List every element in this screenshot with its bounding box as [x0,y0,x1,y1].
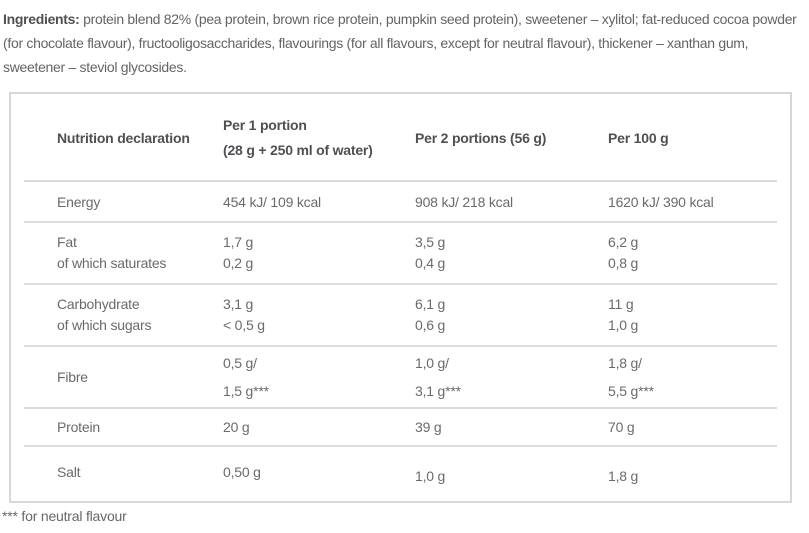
fibre-per1: 0,5 g/ 1,5 g*** [223,349,415,405]
row-label: Salt [57,463,81,480]
cell-line: 3,5 g [415,234,446,250]
table-row-fat: Fat of which saturates 1,7 g 0,2 g 3,5 g… [11,221,790,284]
cell-line: 1,0 g/ [415,355,449,371]
header-per-1-portion-line1: Per 1 portion [223,116,307,133]
cell-line: 0,8 g [608,255,639,271]
carbohydrate-label: Carbohydrate [57,296,140,312]
cell-line: 1,8 g/ [608,355,642,371]
cell-line: 3,1 g [223,296,254,312]
table-row-energy: Energy 454 kJ/ 109 kcal 908 kJ/ 218 kcal… [11,180,790,222]
table-row-protein: Protein 20 g 39 g 70 g [11,407,790,446]
ingredients-paragraph: Ingredients: protein blend 82% (pea prot… [3,7,804,79]
row-label: Fat of which saturates [57,232,223,274]
header-per-100g: Per 100 g [608,129,669,146]
header-nutrition-declaration: Nutrition declaration [57,129,190,146]
cell-line: 0,5 g/ [223,355,257,371]
footnote: *** for neutral flavour [2,508,127,524]
fat-saturates-label: of which saturates [57,255,167,271]
fibre-label: Fibre [57,369,88,385]
energy-per2: 908 kJ/ 218 kcal [415,193,513,210]
fat-label: Fat [57,234,77,250]
cell-line: 1,0 g [608,317,639,333]
table-header-row: Nutrition declaration Per 1 portion (28 … [11,94,790,181]
fat-per2: 3,5 g 0,4 g [415,232,608,274]
table-row-salt: Salt 0,50 g 1,0 g 1,8 g [11,445,790,497]
carbohydrate-per2: 6,1 g 0,6 g [415,294,608,336]
cell-line: 0,4 g [415,255,446,271]
salt-per1: 0,50 g [223,463,261,480]
cell-line: 0,6 g [415,317,446,333]
header-per-2-portions: Per 2 portions (56 g) [415,129,547,146]
sugars-label: of which sugars [57,317,152,333]
row-label: Energy [57,193,101,210]
cell-line: 1,7 g [223,234,254,250]
fibre-per100: 1,8 g/ 5,5 g*** [608,349,782,405]
fibre-per2: 1,0 g/ 3,1 g*** [415,349,608,405]
header-per-1-portion: Per 1 portion (28 g + 250 ml of water) [223,113,415,163]
salt-per100: 1,8 g [608,467,639,484]
row-label: Protein [57,419,100,435]
cell-line: 0,2 g [223,255,254,271]
salt-per2: 1,0 g [415,467,446,484]
fat-per100: 6,2 g 0,8 g [608,232,782,274]
protein-per100: 70 g [608,419,635,435]
table-row-fibre: Fibre 0,5 g/ 1,5 g*** 1,0 g/ 3,1 g*** 1,… [11,345,790,408]
energy-per100: 1620 kJ/ 390 kcal [608,193,714,210]
ingredients-text: protein blend 82% (pea protein, brown ri… [3,11,797,75]
protein-per2: 39 g [415,419,442,435]
cell-line: 11 g [608,296,634,312]
cell-line: 6,2 g [608,234,639,250]
carbohydrate-per1: 3,1 g < 0,5 g [223,294,415,336]
row-label: Carbohydrate of which sugars [57,294,223,336]
cell-line: < 0,5 g [223,317,265,333]
fat-per1: 1,7 g 0,2 g [223,232,415,274]
cell-line: 3,1 g*** [415,383,461,399]
cell-line: 1,5 g*** [223,383,269,399]
energy-per1: 454 kJ/ 109 kcal [223,193,321,210]
cell-line: 6,1 g [415,296,446,312]
protein-per1: 20 g [223,419,250,435]
table-row-carbohydrate: Carbohydrate of which sugars 3,1 g < 0,5… [11,283,790,346]
carbohydrate-per100: 11 g 1,0 g [608,294,782,336]
header-per-1-portion-line2: (28 g + 250 ml of water) [223,141,373,158]
cell-line: 5,5 g*** [608,383,654,399]
ingredients-label: Ingredients: [3,11,80,27]
nutrition-table: Nutrition declaration Per 1 portion (28 … [9,92,792,503]
